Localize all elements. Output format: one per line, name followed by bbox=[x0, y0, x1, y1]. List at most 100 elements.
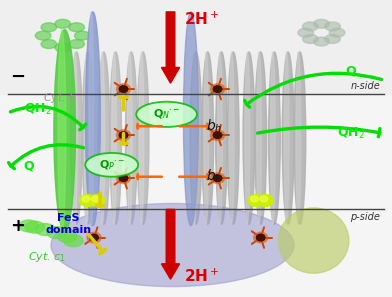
Circle shape bbox=[119, 132, 128, 138]
Ellipse shape bbox=[190, 52, 202, 224]
Text: $b_h$: $b_h$ bbox=[206, 118, 222, 135]
FancyArrow shape bbox=[162, 209, 180, 279]
Ellipse shape bbox=[41, 23, 57, 32]
Ellipse shape bbox=[25, 221, 45, 233]
Text: Cyt. $b$: Cyt. $b$ bbox=[43, 91, 78, 105]
Ellipse shape bbox=[314, 19, 329, 28]
Ellipse shape bbox=[227, 52, 239, 224]
Ellipse shape bbox=[204, 52, 209, 224]
Text: FeS
domain: FeS domain bbox=[45, 214, 92, 235]
Ellipse shape bbox=[110, 52, 122, 224]
Circle shape bbox=[90, 234, 98, 241]
Text: Q: Q bbox=[345, 65, 356, 78]
Text: p-side: p-side bbox=[350, 212, 380, 222]
Ellipse shape bbox=[284, 52, 289, 224]
Ellipse shape bbox=[127, 52, 132, 224]
Circle shape bbox=[119, 175, 128, 181]
Ellipse shape bbox=[202, 52, 214, 224]
Ellipse shape bbox=[71, 52, 82, 224]
Ellipse shape bbox=[82, 52, 94, 224]
Ellipse shape bbox=[69, 40, 84, 48]
Ellipse shape bbox=[298, 28, 314, 37]
Ellipse shape bbox=[125, 52, 137, 224]
Circle shape bbox=[116, 130, 131, 140]
Ellipse shape bbox=[139, 52, 144, 224]
Ellipse shape bbox=[269, 52, 280, 224]
Circle shape bbox=[250, 196, 258, 202]
Circle shape bbox=[211, 130, 225, 140]
Ellipse shape bbox=[89, 12, 94, 226]
Circle shape bbox=[87, 232, 101, 243]
Ellipse shape bbox=[47, 227, 67, 238]
Ellipse shape bbox=[314, 37, 329, 46]
Ellipse shape bbox=[257, 52, 261, 224]
Ellipse shape bbox=[255, 52, 267, 224]
Circle shape bbox=[116, 173, 131, 184]
Ellipse shape bbox=[35, 31, 51, 40]
Bar bbox=[0, 0, 392, 94]
Ellipse shape bbox=[303, 22, 318, 31]
Ellipse shape bbox=[183, 12, 198, 226]
Ellipse shape bbox=[100, 52, 105, 224]
Text: Q$_P$$^{\cdot -}$: Q$_P$$^{\cdot -}$ bbox=[98, 158, 125, 172]
Circle shape bbox=[82, 196, 90, 202]
Ellipse shape bbox=[58, 30, 66, 232]
Text: $b_l$: $b_l$ bbox=[206, 168, 219, 185]
Circle shape bbox=[89, 195, 105, 206]
Text: Q$_N$$^{\cdot -}$: Q$_N$$^{\cdot -}$ bbox=[153, 108, 180, 121]
Ellipse shape bbox=[57, 230, 77, 242]
Circle shape bbox=[211, 173, 225, 184]
Ellipse shape bbox=[84, 52, 89, 224]
Ellipse shape bbox=[296, 52, 301, 224]
Ellipse shape bbox=[74, 31, 90, 40]
Ellipse shape bbox=[137, 52, 149, 224]
Ellipse shape bbox=[136, 102, 197, 127]
Ellipse shape bbox=[112, 52, 116, 224]
Text: QH$_2$: QH$_2$ bbox=[337, 126, 365, 141]
Ellipse shape bbox=[73, 52, 77, 224]
Ellipse shape bbox=[229, 52, 234, 224]
Text: 2H$^+$: 2H$^+$ bbox=[184, 267, 220, 285]
Text: +: + bbox=[10, 217, 25, 235]
Circle shape bbox=[119, 86, 128, 92]
Ellipse shape bbox=[19, 220, 38, 232]
Ellipse shape bbox=[51, 203, 294, 287]
Ellipse shape bbox=[325, 34, 340, 43]
Text: n-side: n-side bbox=[350, 80, 380, 91]
Ellipse shape bbox=[192, 52, 197, 224]
Ellipse shape bbox=[218, 52, 222, 224]
Circle shape bbox=[254, 232, 268, 243]
Ellipse shape bbox=[278, 208, 349, 273]
Ellipse shape bbox=[64, 235, 83, 247]
Ellipse shape bbox=[35, 224, 55, 236]
Ellipse shape bbox=[216, 52, 227, 224]
FancyArrow shape bbox=[162, 12, 180, 83]
Ellipse shape bbox=[55, 43, 71, 52]
Circle shape bbox=[211, 84, 225, 94]
Ellipse shape bbox=[243, 52, 255, 224]
Circle shape bbox=[91, 196, 99, 202]
Circle shape bbox=[213, 175, 222, 181]
Text: QH$_2$: QH$_2$ bbox=[24, 102, 51, 117]
Ellipse shape bbox=[55, 19, 71, 28]
Ellipse shape bbox=[329, 28, 345, 37]
Text: Q: Q bbox=[24, 160, 34, 173]
Ellipse shape bbox=[85, 153, 138, 177]
Circle shape bbox=[256, 234, 265, 241]
Ellipse shape bbox=[282, 52, 294, 224]
Text: −: − bbox=[10, 68, 25, 86]
Ellipse shape bbox=[303, 34, 318, 43]
Circle shape bbox=[80, 195, 95, 206]
Ellipse shape bbox=[270, 52, 275, 224]
Ellipse shape bbox=[325, 22, 340, 31]
Ellipse shape bbox=[54, 30, 75, 232]
Circle shape bbox=[258, 195, 273, 206]
Ellipse shape bbox=[85, 12, 100, 226]
Ellipse shape bbox=[294, 52, 306, 224]
Circle shape bbox=[260, 196, 268, 202]
Circle shape bbox=[116, 84, 131, 94]
Ellipse shape bbox=[98, 52, 110, 224]
Text: 2H$^+$: 2H$^+$ bbox=[184, 10, 220, 28]
Ellipse shape bbox=[41, 40, 57, 48]
Ellipse shape bbox=[69, 23, 84, 32]
